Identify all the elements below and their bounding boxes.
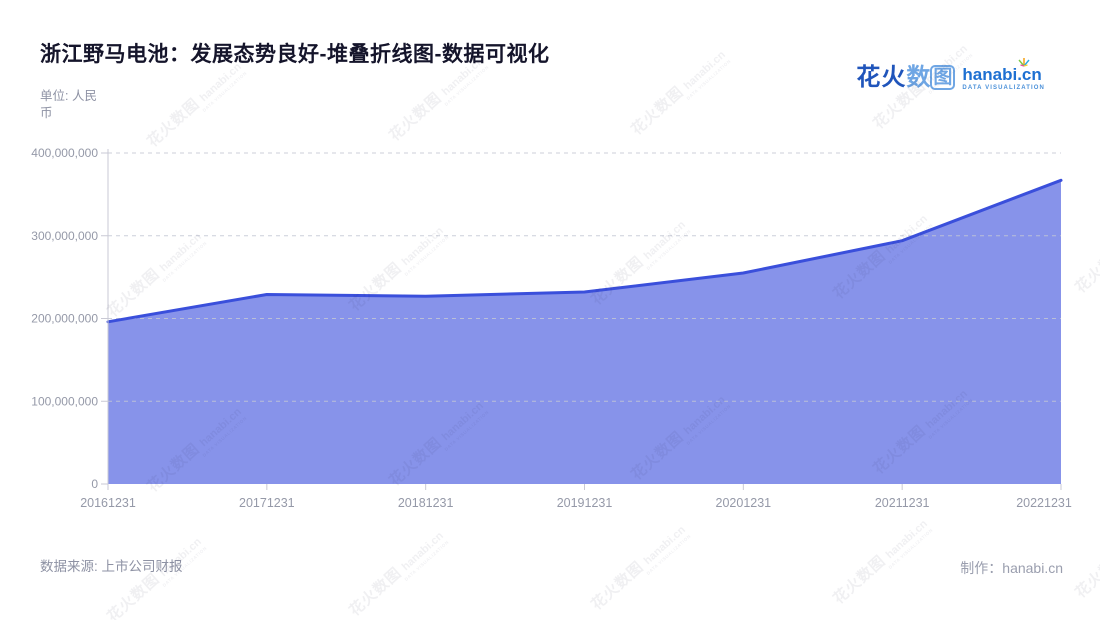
y-axis-label: 100,000,000: [31, 394, 98, 408]
x-axis-label: 20191231: [557, 496, 613, 510]
logo-zh-bold: 花火: [856, 64, 907, 91]
x-axis-label: 20221231: [1016, 496, 1072, 510]
made-by-label: 制作：hanabi.cn: [960, 560, 1063, 576]
x-axis-label: 20171231: [239, 496, 295, 510]
y-axis-label: 300,000,000: [31, 229, 98, 243]
x-axis-label: 20161231: [80, 496, 136, 510]
y-axis-label: 400,000,000: [31, 146, 98, 160]
logo-english: hanabi.cn DATA VISUALIZATION: [962, 58, 1045, 91]
logo-zh-boxed: 图: [930, 65, 956, 90]
logo-tagline: DATA VISUALIZATION: [962, 85, 1045, 91]
x-axis-label: 20201231: [716, 496, 772, 510]
y-axis-label: 0: [91, 477, 98, 491]
unit-label: 单位: 人民币: [40, 89, 97, 120]
area-series: [108, 180, 1061, 485]
data-source-label: 数据来源: 上市公司财报: [40, 559, 183, 574]
y-axis-label: 200,000,000: [31, 312, 98, 326]
page-title: 浙江野马电池：发展态势良好-堆叠折线图-数据可视化: [40, 43, 550, 66]
x-axis-label: 20181231: [398, 496, 454, 510]
logo-domain: hanabi.cn: [962, 65, 1042, 84]
logo-zh-light: 数: [906, 64, 931, 91]
hanabi-logo: 花火数图 hanabi.cn DATA VISUALIZATION: [856, 58, 1045, 91]
line-series: [106, 178, 1063, 324]
logo-chinese: 花火数图: [856, 64, 956, 91]
firework-sparkle-icon: [1018, 58, 1030, 67]
x-axis-label: 20211231: [875, 496, 930, 510]
